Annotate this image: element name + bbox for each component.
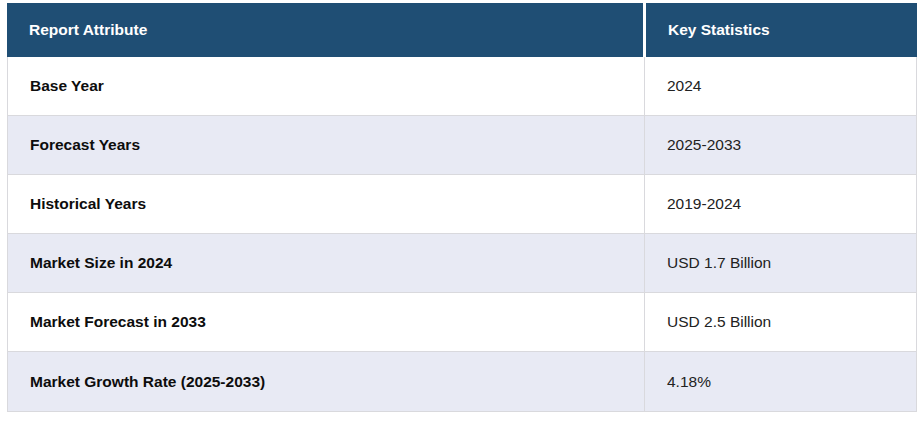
value-cell: USD 2.5 Billion [644, 293, 916, 351]
table-row: Forecast Years 2025-2033 [8, 116, 916, 175]
value-cell: 2024 [644, 57, 916, 115]
header-key-statistics: Key Statistics [646, 3, 917, 57]
table-row: Market Growth Rate (2025-2033) 4.18% [8, 352, 916, 411]
value-cell: 4.18% [644, 352, 916, 411]
table-row: Market Forecast in 2033 USD 2.5 Billion [8, 293, 916, 352]
attribute-cell: Market Growth Rate (2025-2033) [8, 352, 644, 411]
attribute-cell: Base Year [8, 57, 644, 115]
value-cell: USD 1.7 Billion [644, 234, 916, 292]
report-attributes-table: Report Attribute Key Statistics Base Yea… [7, 3, 917, 412]
value-cell: 2019-2024 [644, 175, 916, 233]
table-row: Base Year 2024 [8, 57, 916, 116]
table-row: Historical Years 2019-2024 [8, 175, 916, 234]
attribute-cell: Forecast Years [8, 116, 644, 174]
header-report-attribute: Report Attribute [7, 3, 643, 57]
table-body: Base Year 2024 Forecast Years 2025-2033 … [7, 57, 917, 412]
page: Report Attribute Key Statistics Base Yea… [0, 0, 923, 422]
attribute-cell: Historical Years [8, 175, 644, 233]
attribute-cell: Market Forecast in 2033 [8, 293, 644, 351]
table-header-row: Report Attribute Key Statistics [7, 3, 917, 57]
value-cell: 2025-2033 [644, 116, 916, 174]
table-row: Market Size in 2024 USD 1.7 Billion [8, 234, 916, 293]
attribute-cell: Market Size in 2024 [8, 234, 644, 292]
